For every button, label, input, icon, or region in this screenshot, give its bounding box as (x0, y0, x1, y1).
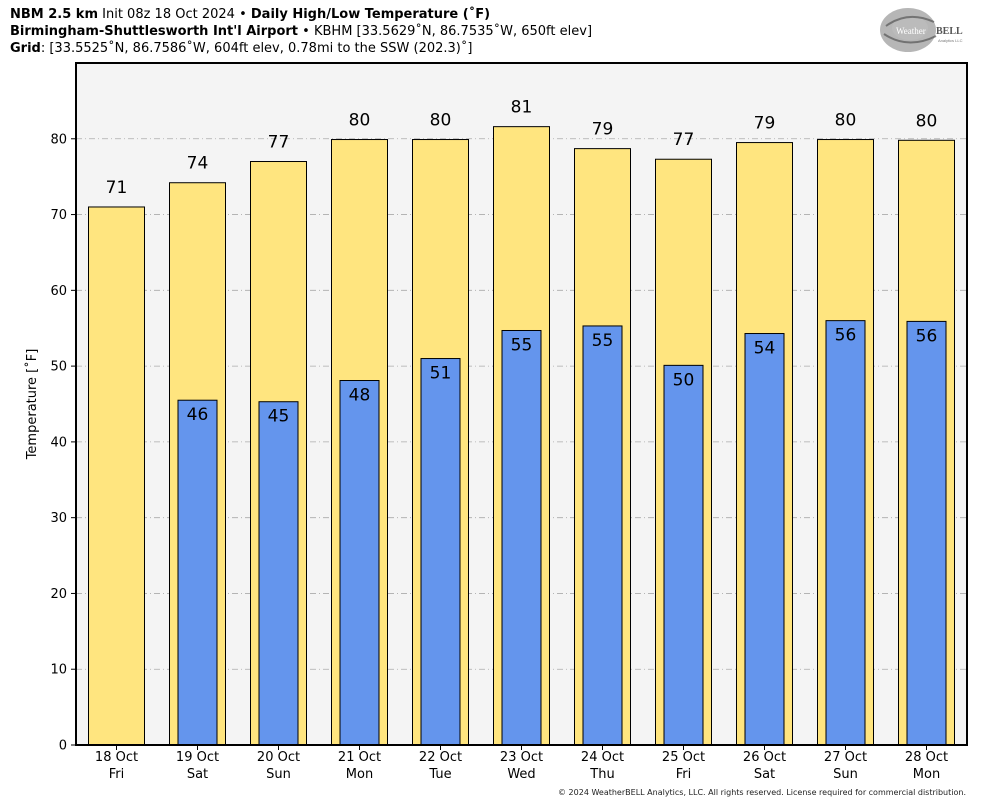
high-temp-label: 79 (592, 120, 614, 140)
y-tick-label: 10 (50, 663, 67, 678)
x-tick-date: 23 Oct (500, 750, 543, 765)
x-tick-day: Mon (346, 767, 373, 782)
low-temp-label: 54 (754, 339, 776, 359)
plot-frame (75, 62, 968, 746)
high-temp-label: 77 (673, 130, 695, 150)
x-tick-date: 20 Oct (257, 750, 300, 765)
low-temp-label: 48 (349, 386, 371, 406)
x-tick-day: Mon (913, 767, 940, 782)
copyright-notice: © 2024 WeatherBELL Analytics, LLC. All r… (558, 788, 966, 797)
y-tick-label: 80 (50, 132, 67, 147)
low-temp-bar (177, 399, 218, 746)
high-temp-label: 81 (511, 98, 533, 118)
y-tick-label: 40 (50, 435, 67, 450)
x-tick-date: 28 Oct (905, 750, 948, 765)
logo-text-top: Weather (896, 26, 926, 36)
low-temp-bar (420, 358, 461, 746)
y-tick-label: 70 (50, 208, 67, 223)
y-tick-label: 20 (50, 587, 67, 602)
low-temp-label: 46 (187, 405, 209, 425)
y-tick-label: 60 (50, 284, 67, 299)
low-temp-bar (744, 333, 785, 746)
x-tick-day: Thu (589, 767, 614, 782)
logo-sub: Analytics LLC (938, 38, 963, 43)
station-detail: KBHM [33.5629˚N, 86.7535˚W, 650ft elev] (313, 24, 593, 39)
x-tick-date: 19 Oct (176, 750, 219, 765)
low-temp-bar (582, 325, 623, 746)
x-tick-date: 25 Oct (662, 750, 705, 765)
y-axis-label: Temperature [˚F] (24, 349, 40, 461)
grid-detail: : [33.5525˚N, 86.7586˚W, 604ft elev, 0.7… (40, 41, 473, 56)
low-temp-bar (501, 329, 542, 746)
low-temp-label: 50 (673, 370, 695, 390)
y-tick-label: 0 (59, 739, 67, 754)
x-tick-date: 18 Oct (95, 750, 138, 765)
low-temp-label: 55 (592, 331, 614, 351)
low-temp-label: 55 (511, 335, 533, 355)
header-line-1: NBM 2.5 km Init 08z 18 Oct 2024 • Daily … (10, 7, 490, 23)
separator: • (239, 7, 247, 22)
low-temp-label: 45 (268, 407, 290, 427)
x-tick-day: Sat (187, 767, 208, 782)
model-name: NBM 2.5 km (10, 7, 98, 22)
low-temp-bar (825, 320, 866, 746)
high-temp-label: 71 (106, 178, 128, 198)
high-temp-label: 80 (430, 111, 452, 131)
low-temp-bar (663, 364, 704, 746)
init-time: Init 08z 18 Oct 2024 (102, 7, 235, 22)
x-tick-date: 22 Oct (419, 750, 462, 765)
low-temp-label: 56 (835, 326, 857, 346)
y-tick-label: 50 (50, 360, 67, 375)
low-temp-bar (258, 401, 299, 746)
logo-text-bottom: BELL (936, 26, 963, 37)
low-temp-label: 51 (430, 364, 452, 384)
x-tick-day: Sun (833, 767, 858, 782)
high-temp-label: 80 (916, 111, 938, 131)
separator: • (302, 24, 310, 39)
product-title: Daily High/Low Temperature (˚F) (250, 7, 491, 22)
x-tick-day: Fri (109, 767, 125, 782)
x-tick-day: Sun (266, 767, 291, 782)
low-temp-bar (339, 380, 380, 746)
low-temp-bar (906, 320, 947, 746)
y-tick-label: 30 (50, 511, 67, 526)
x-tick-date: 27 Oct (824, 750, 867, 765)
low-temp-label: 56 (916, 326, 938, 346)
x-tick-date: 24 Oct (581, 750, 624, 765)
weatherbell-logo: Weather BELL Analytics LLC (880, 8, 963, 52)
x-tick-day: Wed (507, 767, 535, 782)
x-tick-day: Sat (754, 767, 775, 782)
grid-label: Grid (10, 41, 41, 56)
high-temp-label: 74 (187, 154, 209, 174)
x-tick-day: Fri (676, 767, 692, 782)
high-temp-label: 80 (349, 111, 371, 131)
x-tick-date: 26 Oct (743, 750, 786, 765)
high-temp-bar (88, 206, 145, 746)
high-temp-label: 77 (268, 133, 290, 153)
x-tick-day: Tue (428, 767, 451, 782)
high-temp-label: 79 (754, 114, 776, 134)
header-line-2: Birmingham-Shuttlesworth Int'l Airport •… (10, 24, 592, 40)
high-temp-label: 80 (835, 111, 857, 131)
station-name: Birmingham-Shuttlesworth Int'l Airport (10, 24, 299, 39)
x-tick-date: 21 Oct (338, 750, 381, 765)
header-line-3: Grid: [33.5525˚N, 86.7586˚W, 604ft elev,… (10, 41, 472, 57)
